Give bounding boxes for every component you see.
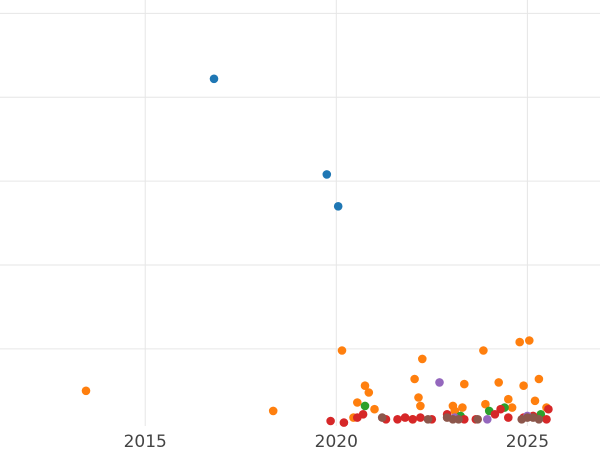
data-point (358, 410, 368, 419)
data-point (496, 404, 505, 414)
data-point (209, 74, 219, 84)
data-point (408, 415, 418, 424)
data-point (360, 381, 370, 391)
data-point (460, 379, 469, 389)
data-point (423, 415, 433, 424)
data-point (326, 416, 335, 426)
data-point (360, 401, 370, 411)
grid-layer (0, 0, 600, 426)
data-point (454, 415, 463, 424)
data-point (418, 354, 427, 364)
data-point (414, 393, 423, 402)
data-point (364, 388, 374, 397)
points-layer (81, 74, 553, 427)
data-point (534, 374, 544, 384)
data-point (416, 401, 425, 411)
data-point (370, 404, 379, 414)
data-point (333, 202, 343, 211)
x-tick-label: 2025 (506, 432, 549, 450)
data-point (504, 413, 513, 422)
data-point (544, 404, 553, 414)
data-point (353, 398, 362, 407)
data-point (473, 415, 483, 424)
data-point (483, 415, 492, 424)
data-point (542, 415, 551, 424)
data-point (515, 337, 524, 347)
data-point (490, 410, 500, 419)
data-point (416, 413, 425, 422)
data-point (268, 406, 278, 416)
data-point (504, 394, 513, 404)
data-point (530, 396, 540, 406)
x-tick-label: 2020 (315, 432, 358, 450)
data-point (81, 386, 91, 396)
data-point (481, 399, 490, 409)
data-point (534, 415, 544, 424)
data-point (410, 374, 419, 384)
data-point (400, 413, 410, 422)
data-point (479, 346, 488, 355)
data-point (322, 170, 332, 179)
data-point (507, 403, 517, 412)
data-point (435, 378, 444, 387)
x-tick-label: 2015 (124, 432, 167, 450)
data-point (494, 378, 504, 387)
x-axis: 2015 2020 2025 (124, 432, 549, 450)
data-point (339, 418, 349, 427)
data-point (393, 415, 402, 424)
data-point (519, 381, 528, 391)
data-point (337, 346, 347, 355)
data-point (525, 336, 534, 345)
data-point (450, 406, 460, 416)
data-point (458, 403, 467, 412)
data-point (377, 413, 387, 422)
